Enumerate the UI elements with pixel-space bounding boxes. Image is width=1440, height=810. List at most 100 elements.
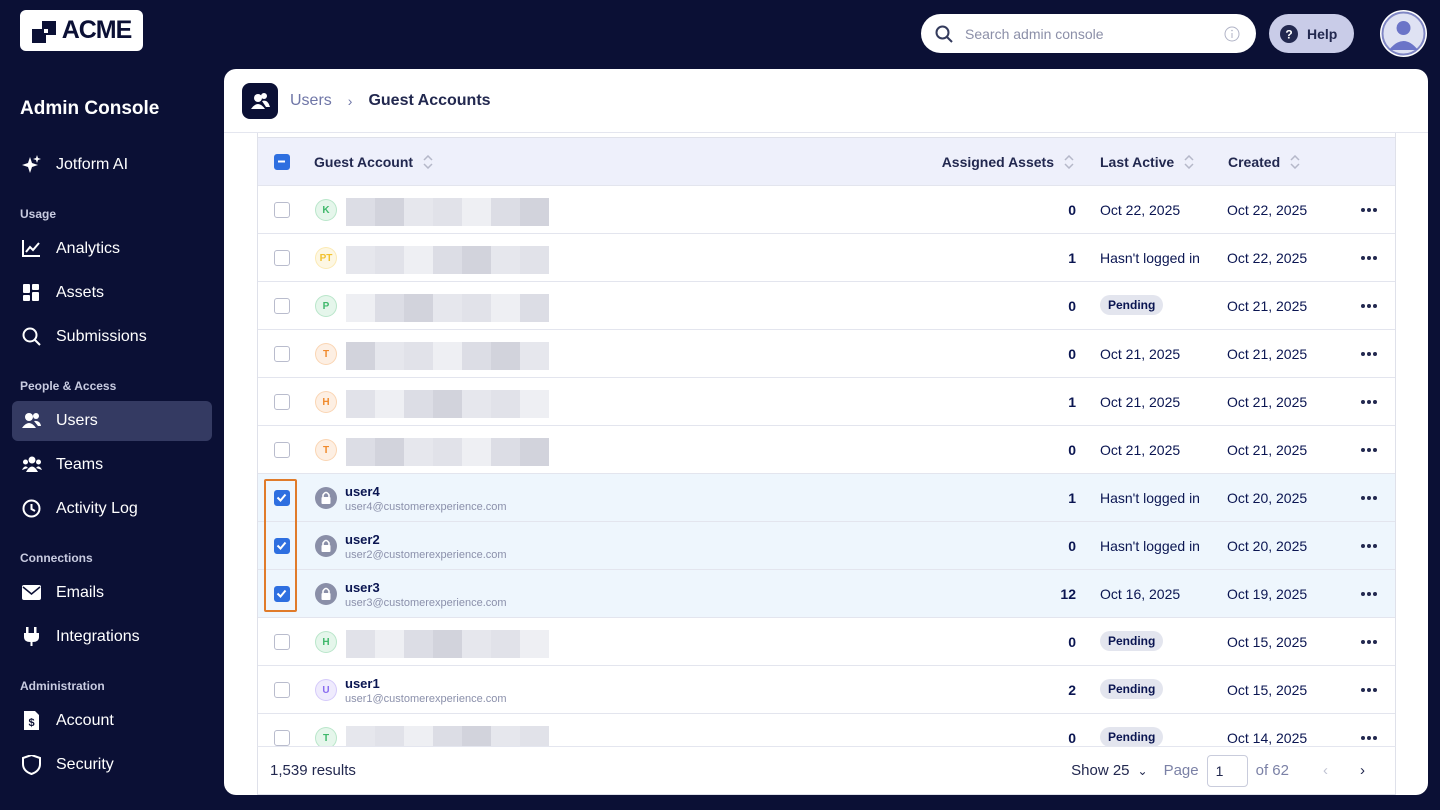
nav-item[interactable]: Analytics [12, 229, 212, 269]
column-label: Last Active [1100, 154, 1175, 170]
redacted-cell [520, 726, 549, 746]
nav-label: Teams [56, 456, 104, 473]
redacted-cell [346, 630, 375, 658]
avatar-initial: H [315, 631, 337, 653]
row-menu[interactable] [1360, 728, 1378, 746]
column-header[interactable]: Assigned Assets [942, 154, 1074, 170]
created-date: Oct 21, 2025 [1227, 298, 1308, 314]
nav-item[interactable]: Activity Log [12, 489, 212, 529]
page-size-select[interactable]: Show 25 [1071, 762, 1130, 779]
breadcrumb-link[interactable]: Users [290, 91, 332, 109]
row-checkbox[interactable] [274, 634, 290, 650]
assigned-assets: 0 [1068, 298, 1076, 314]
avatar-initial: P [315, 295, 337, 317]
column-header[interactable]: Created [1228, 154, 1300, 170]
help-button[interactable]: ? Help [1269, 14, 1354, 53]
row-checkbox[interactable] [274, 298, 290, 314]
last-active: Oct 16, 2025 [1100, 586, 1181, 602]
logo[interactable]: ACME [20, 10, 143, 51]
row-checkbox[interactable] [274, 442, 290, 458]
page-input[interactable]: 1 [1206, 754, 1248, 787]
nav-icon [22, 499, 41, 518]
redacted-cell [462, 390, 491, 418]
redacted-cell [491, 438, 520, 466]
row-menu[interactable] [1360, 680, 1378, 703]
search-box[interactable]: Search admin console [921, 14, 1256, 53]
assigned-assets: 0 [1068, 202, 1076, 218]
row-menu[interactable] [1360, 344, 1378, 367]
profile-avatar[interactable] [1380, 10, 1427, 57]
column-label: Guest Account [314, 154, 414, 170]
redacted-cell [433, 246, 462, 274]
nav-item[interactable]: $ Account [12, 701, 212, 741]
row-checkbox[interactable] [274, 346, 290, 362]
avatar-initial: T [315, 439, 337, 461]
row-menu[interactable] [1360, 392, 1378, 415]
table-row: T 0 Oct 21, 2025 Oct 21, 2025 [258, 426, 1395, 474]
table-row: user2 user2@customerexperience.com 0 Hasn't… [258, 522, 1395, 570]
redacted-cell [404, 198, 433, 226]
row-menu[interactable] [1360, 584, 1378, 607]
row-checkbox[interactable] [274, 586, 290, 602]
lock-avatar [315, 535, 337, 557]
nav-item[interactable]: Teams [12, 445, 212, 485]
row-menu[interactable] [1360, 248, 1378, 271]
nav-item[interactable]: Security [12, 745, 212, 785]
logo-icon [31, 20, 56, 43]
nav-item[interactable]: Users [12, 401, 212, 441]
breadcrumb: Users › Guest Accounts [224, 69, 1428, 133]
column-header[interactable]: Guest Account [314, 154, 433, 170]
last-active: Oct 21, 2025 [1100, 394, 1181, 410]
row-menu[interactable] [1360, 200, 1378, 223]
lock-avatar [315, 487, 337, 509]
redacted-cell [491, 294, 520, 322]
redacted-cell [491, 246, 520, 274]
dropdown-arrow: ⌄ [1137, 763, 1148, 778]
sort-icon [1064, 155, 1074, 169]
row-checkbox[interactable] [274, 250, 290, 266]
row-menu[interactable] [1360, 296, 1378, 319]
nav-section-heading: People & Access [20, 379, 117, 393]
row-checkbox[interactable] [274, 538, 290, 554]
redacted-cell [375, 342, 404, 370]
redacted-cell [404, 726, 433, 746]
created-date: Oct 20, 2025 [1227, 538, 1308, 554]
selection-highlight [264, 479, 297, 612]
row-checkbox[interactable] [274, 490, 290, 506]
row-checkbox[interactable] [274, 202, 290, 218]
nav-item[interactable]: Emails [12, 573, 212, 613]
status-badge: Pending [1100, 631, 1164, 651]
redacted-cell [520, 198, 549, 226]
last-active: Oct 22, 2025 [1100, 202, 1181, 218]
nav-item[interactable]: Assets [12, 273, 212, 313]
nav-icon [22, 327, 41, 346]
search-icon [935, 25, 953, 43]
row-checkbox[interactable] [274, 394, 290, 410]
row-menu[interactable] [1360, 632, 1378, 655]
redacted-cell [375, 726, 404, 746]
row-checkbox[interactable] [274, 730, 290, 746]
redacted-cell [491, 630, 520, 658]
nav-label: Account [56, 712, 114, 729]
nav-item[interactable]: Integrations [12, 617, 212, 657]
nav-item[interactable]: Submissions [12, 317, 212, 357]
row-menu[interactable] [1360, 440, 1378, 463]
column-header[interactable]: Last Active [1100, 154, 1194, 170]
redacted-cell [433, 630, 462, 658]
redacted-cell [346, 390, 375, 418]
redacted-cell [433, 342, 462, 370]
row-menu[interactable] [1360, 536, 1378, 559]
nav-icon [24, 627, 39, 646]
row-checkbox[interactable] [274, 682, 290, 698]
nav-item[interactable]: Jotform AI [12, 145, 212, 185]
row-menu[interactable] [1360, 488, 1378, 511]
assigned-assets: 0 [1068, 634, 1076, 650]
select-all-checkbox[interactable] [274, 154, 290, 170]
redacted-cell [375, 390, 404, 418]
prev-page[interactable]: ‹ [1323, 762, 1328, 779]
redacted-cell [462, 198, 491, 226]
next-page[interactable]: › [1360, 762, 1365, 779]
avatar-initial: T [315, 727, 337, 746]
